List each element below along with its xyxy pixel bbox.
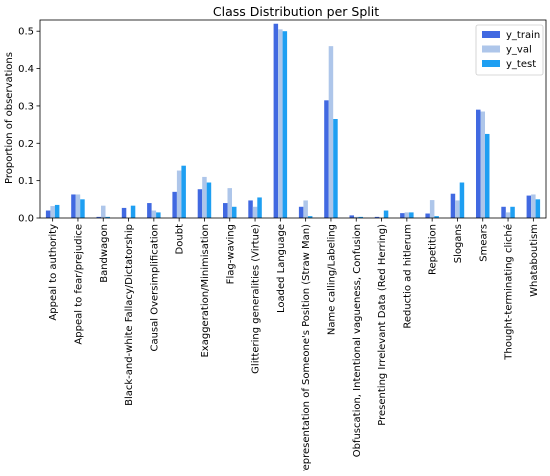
- bar-y_test-16: [459, 182, 465, 218]
- bar-y_test-7: [232, 206, 237, 218]
- bar-y_train-17: [476, 109, 481, 218]
- bar-y_train-8: [248, 200, 253, 218]
- bar-y_train-19: [526, 195, 532, 218]
- x-tick-label: Reductio ad hitlerum: [402, 224, 413, 329]
- bar-y_train-6: [197, 189, 203, 218]
- bar-y_train-5: [172, 191, 177, 218]
- bar-y_test-2: [105, 216, 110, 218]
- bar-y_train-3: [121, 207, 127, 218]
- bar-y_train-16: [450, 193, 456, 218]
- plot-area: 0.0 0.1 0.2 0.3 0.4 0.5 Appeal to authority App…: [18, 19, 547, 476]
- x-tick-label: Thought-terminating cliché: [503, 224, 515, 361]
- bar-y_test-11: [333, 119, 338, 218]
- bar-y_test-17: [485, 133, 490, 218]
- bar-y_train-12: [349, 215, 354, 218]
- bar-y_val-0: [50, 206, 55, 218]
- legend: y_train y_val y_test: [475, 24, 544, 76]
- bar-y_val-19: [531, 194, 536, 218]
- bar-y_val-5: [176, 170, 182, 218]
- bar-y_test-18: [510, 206, 515, 218]
- legend-swatch-y_test: [482, 60, 500, 67]
- bar-y_val-14: [404, 212, 410, 218]
- bar-y_train-4: [147, 203, 152, 218]
- x-tick-label: Whataboutism: [529, 224, 540, 297]
- y-axis-title: Proportion of observations: [4, 52, 15, 184]
- bar-y_train-2: [96, 216, 101, 218]
- bar-y_train-15: [425, 213, 430, 218]
- x-tick-label: Doubt: [175, 224, 186, 255]
- bar-y_test-6: [206, 182, 212, 218]
- bar-y_test-5: [181, 165, 186, 218]
- bar-y_test-9: [282, 31, 288, 219]
- bar-y_test-13: [383, 210, 389, 218]
- y-tick-label: 0.2: [18, 139, 34, 150]
- bar-y_test-4: [156, 212, 161, 218]
- bar-y_val-12: [354, 216, 359, 218]
- bar-y_val-7: [227, 188, 232, 218]
- bar-y_val-10: [303, 200, 308, 218]
- bar-y_train-14: [400, 213, 405, 218]
- bar-y_test-0: [54, 204, 60, 218]
- bar-y_test-14: [409, 212, 414, 218]
- bar-y_val-18: [505, 212, 511, 218]
- bar-y_val-16: [455, 200, 460, 218]
- bar-y_train-0: [45, 210, 51, 218]
- bar-y_val-11: [328, 46, 334, 219]
- bar-y_val-8: [252, 206, 258, 218]
- x-tick-label: Obfuscation, Intentional vagueness, Conf…: [352, 224, 363, 457]
- x-tick-label: Exaggeration/Minimisation: [200, 224, 211, 358]
- legend-label-y_train: y_train: [506, 30, 540, 41]
- bar-y_train-11: [324, 100, 329, 218]
- x-tick-label: Loaded Language: [276, 224, 287, 313]
- legend-label-y_val: y_val: [506, 45, 532, 56]
- x-tick-label: Slogans: [453, 224, 464, 263]
- x-tick-label: Smears: [478, 224, 489, 262]
- bar-y_val-6: [202, 176, 207, 218]
- y-tick-label: 0.5: [18, 27, 34, 38]
- legend-swatch-y_val: [482, 45, 500, 53]
- legend-label-y_test: y_test: [506, 59, 536, 70]
- x-tick-label: Appeal to fear/prejudice: [73, 224, 84, 345]
- y-tick-label: 0.1: [18, 176, 34, 187]
- bar-y_test-15: [434, 216, 439, 218]
- bar-y_train-9: [273, 23, 279, 218]
- bar-y_val-15: [429, 200, 435, 218]
- bar-y_test-3: [130, 205, 136, 218]
- plot-frame: [39, 19, 547, 219]
- x-tick-label: Appeal to authority: [48, 224, 59, 321]
- bar-y_val-2: [101, 205, 106, 218]
- x-tick-label: Causal Oversimplification: [149, 224, 160, 352]
- bar-y_test-10: [307, 216, 313, 218]
- bar-y_train-13: [374, 216, 380, 218]
- x-tick-label: Bandwagon: [99, 224, 110, 283]
- bar-y_test-1: [80, 199, 85, 218]
- bar-y_train-10: [298, 206, 304, 218]
- x-tick-label: Misrepresentation of Someone's Position …: [301, 224, 312, 471]
- bar-y_val-1: [75, 194, 81, 218]
- bar-y_train-1: [71, 194, 76, 218]
- x-tick-label: Presenting Irrelevant Data (Red Herring): [377, 224, 388, 426]
- y-tick-label: 0.4: [18, 64, 34, 75]
- x-tick-label: Name calling/Labeling: [326, 224, 337, 335]
- bar-y_train-7: [223, 203, 228, 218]
- x-tick-label: Black-and-white Fallacy/Dictatorship: [124, 224, 135, 406]
- x-tick-label: Glittering generalities (Virtue): [251, 224, 262, 374]
- x-tick-label: Repetition: [428, 224, 439, 275]
- y-tick-label: 0.0: [18, 214, 34, 225]
- bar-y_test-8: [257, 197, 262, 218]
- chart-title: Class Distribution per Split: [213, 4, 379, 19]
- bar-y_val-4: [151, 210, 157, 218]
- legend-swatch-y_train: [482, 31, 500, 38]
- bar-y_train-18: [501, 206, 506, 218]
- bar-y_val-9: [278, 29, 283, 219]
- bar-y_val-17: [480, 111, 485, 218]
- bar-y_test-19: [535, 199, 541, 218]
- x-tick-label: Flag-waving: [225, 224, 236, 284]
- bar-y_test-12: [358, 216, 363, 218]
- y-tick-label: 0.3: [18, 101, 34, 112]
